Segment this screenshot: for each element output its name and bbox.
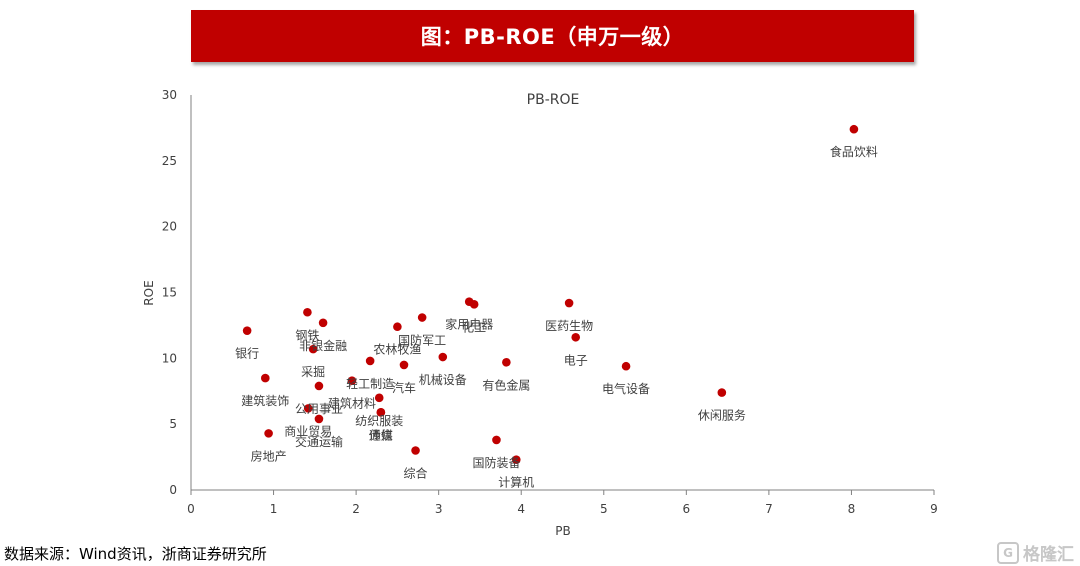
data-label: 电气设备 [602,381,650,396]
data-point [438,352,448,362]
data-point [365,356,375,366]
y-tick-label: 25 [162,154,177,168]
data-label: 纺织服装 [355,414,403,428]
data-point [564,298,574,308]
data-point [303,307,312,317]
data-point [314,414,324,424]
y-tick-label: 0 [169,483,177,497]
data-point [399,360,409,370]
data-label: 建筑装饰 [241,393,289,408]
x-axis-label: PB [555,524,570,538]
x-tick-label: 7 [765,502,773,516]
data-point [492,435,501,445]
data-label: 农林牧渔 [373,343,421,357]
x-tick-label: 5 [600,502,608,516]
data-label: 食品饮料 [830,144,878,159]
x-tick-label: 1 [270,502,278,516]
data-point [411,446,420,455]
data-label: 传媒 [369,427,393,442]
data-label: 机械设备 [419,372,467,387]
y-tick-label: 10 [162,351,177,365]
data-label: 医药生物 [545,319,593,333]
data-point [314,381,324,391]
x-tick-label: 6 [683,502,691,516]
data-label: 通信 [369,428,393,442]
x-tick-label: 9 [930,502,938,516]
data-label: 电子 [564,353,588,367]
data-point [469,300,479,309]
data-point [347,376,357,386]
gelonghui-logo-icon: G [997,541,1019,564]
data-point [242,326,252,335]
data-label: 国防军工 [398,333,446,348]
data-point [376,408,386,417]
watermark: G 格隆汇 [997,540,1074,565]
data-point [502,357,511,367]
data-point [393,322,402,332]
y-axis-label: ROE [142,280,156,305]
data-point [374,393,384,403]
x-tick-label: 0 [187,502,195,516]
data-point [571,332,581,342]
data-label: 非银金融 [299,338,347,353]
y-tick-label: 30 [162,88,177,102]
x-tick-label: 4 [517,502,525,516]
source-note: 数据来源：Wind资讯，浙商证券研究所 [4,545,267,563]
data-label: 化工 [462,320,486,334]
data-label: 银行 [235,347,259,361]
data-label: 综合 [404,466,428,481]
x-tick-label: 2 [352,502,360,516]
data-label: 有色金属 [482,377,530,392]
data-label: 钢铁 [295,328,319,342]
data-point [717,388,727,397]
data-point [621,361,631,371]
data-label: 休闲服务 [698,408,746,423]
page-title: 图：PB-ROE（申万一级） [420,25,685,49]
data-point [303,404,313,413]
data-label: 计算机 [498,475,534,490]
data-label: 房地产 [251,448,287,463]
watermark-text: 格隆汇 [1023,545,1074,565]
x-tick-label: 3 [435,502,443,516]
data-point [849,124,859,134]
data-point [264,429,273,438]
data-label: 建筑材料 [328,396,376,411]
x-tick-label: 8 [848,502,856,516]
y-tick-label: 15 [162,286,177,300]
y-tick-label: 5 [169,417,177,431]
data-label: 国防装备 [472,455,520,470]
data-label: 轻工制造 [346,377,394,391]
data-point [308,344,318,354]
chart-title: PB-ROE [527,92,580,108]
title-banner: 图：PB-ROE（申万一级） [191,10,914,62]
data-point [261,373,270,383]
data-label: 交通运输 [295,434,343,449]
data-point [417,313,427,322]
data-label: 家用电器 [445,317,493,332]
data-label: 汽车 [392,380,416,395]
y-tick-label: 20 [162,220,177,234]
data-point [318,318,328,328]
data-point [511,455,521,465]
data-label: 商业贸易 [284,423,332,438]
data-label: 采掘 [301,364,325,379]
data-label: 公用事业 [295,402,343,416]
